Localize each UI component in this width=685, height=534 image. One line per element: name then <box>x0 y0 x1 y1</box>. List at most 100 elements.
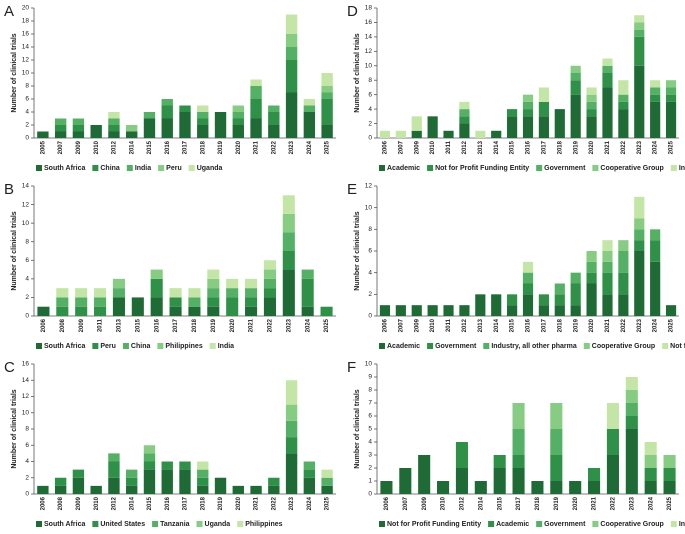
bar-segment <box>650 101 661 138</box>
panel: B Number of clinical trials 0 2 4 6 8 10 12 14 200… <box>4 181 336 350</box>
y-tick-label: 16 <box>22 31 30 38</box>
bar-segment <box>268 112 280 125</box>
bar-segment <box>75 306 88 316</box>
x-tick-label: 2019 <box>218 140 224 154</box>
bar-segment <box>522 294 534 316</box>
x-tick-label: 2018 <box>200 140 206 154</box>
bar-segment <box>531 481 544 494</box>
bar-segment <box>650 240 661 262</box>
x-tick-label: 2020 <box>236 496 242 510</box>
y-tick-label: 6 <box>25 442 29 449</box>
bar-segment <box>379 130 391 138</box>
bar-segment <box>602 251 613 262</box>
bar-segment <box>320 306 333 316</box>
bar-segment <box>570 65 581 73</box>
x-tick-label: 2006 <box>383 318 389 332</box>
y-axis-label: Number of clinical trials <box>354 33 361 112</box>
x-tick-label: 2019 <box>573 318 579 332</box>
x-tick-label: 2022 <box>271 140 277 154</box>
bar-segment <box>459 116 470 124</box>
bar-segment <box>37 306 50 316</box>
y-tick-label: 0 <box>368 313 372 320</box>
legend-swatch <box>427 343 434 349</box>
bar-segment <box>663 468 676 481</box>
x-tick-label: 2017 <box>516 496 522 510</box>
x-tick-label: 2006 <box>40 496 46 510</box>
bar-segment <box>90 485 102 494</box>
bar-segment <box>427 305 438 316</box>
bar-segment <box>321 485 333 494</box>
y-tick-label: 4 <box>25 458 29 465</box>
x-tick-label: 2009 <box>422 496 428 510</box>
legend-swatch <box>92 165 99 171</box>
bar-segment <box>625 403 638 416</box>
legend-swatch <box>188 165 195 171</box>
x-tick-label: 2025 <box>667 496 673 510</box>
bar-segment <box>474 481 487 494</box>
bar-segment <box>650 94 661 102</box>
bar-segment <box>108 118 120 125</box>
bar-segment <box>108 125 120 132</box>
x-tick-label: 2017 <box>183 140 189 154</box>
bar-segment <box>263 269 276 279</box>
x-tick-label: 2009 <box>414 140 420 154</box>
bar-segment <box>550 429 563 455</box>
bar-segment <box>226 278 239 289</box>
x-tick-label: 2020 <box>589 140 595 154</box>
y-axis-label: Number of clinical trials <box>11 211 18 290</box>
panel-letter: A <box>4 3 14 20</box>
x-tick-label: 2025 <box>325 140 331 154</box>
bar-segment <box>56 306 69 316</box>
legend-swatch <box>592 165 599 171</box>
legend-label: Academic <box>496 521 529 528</box>
bar-segment <box>379 305 391 316</box>
y-tick-label: 7 <box>368 400 372 407</box>
x-tick-label: 2024 <box>653 318 659 332</box>
x-tick-label: 2023 <box>637 140 643 154</box>
bar-segment <box>143 112 156 119</box>
y-tick-label: 10 <box>22 409 30 416</box>
legend-swatch <box>536 165 543 171</box>
bar-segment <box>282 195 295 214</box>
bar-segment <box>232 118 244 125</box>
y-tick-label: 0 <box>25 135 29 142</box>
legend-label: Not for Profit Funding Entity <box>670 343 685 350</box>
bar-segment <box>108 131 120 138</box>
y-tick-label: 2 <box>25 294 29 301</box>
legend-label: Government <box>544 521 586 528</box>
bar-segment <box>179 461 191 470</box>
bar-segment <box>586 109 597 117</box>
x-tick-label: 2019 <box>211 318 217 332</box>
x-tick-label: 2008 <box>60 318 66 332</box>
bar-segment <box>197 469 209 478</box>
bar-segment <box>665 305 677 316</box>
bar-segment <box>112 297 125 316</box>
x-tick-label: 2015 <box>147 140 153 154</box>
bar-segment <box>126 131 138 138</box>
bar-segment <box>112 288 125 298</box>
bar-segment <box>282 213 295 233</box>
bar-segment <box>169 297 182 307</box>
bar-segment <box>179 112 191 138</box>
bar-segment <box>634 240 645 251</box>
bar-segment <box>72 118 85 125</box>
bar-segment <box>282 251 295 270</box>
bar-segment <box>72 131 85 138</box>
bar-segment <box>634 218 645 230</box>
bar-segment <box>108 477 120 494</box>
bar-segment <box>72 469 85 478</box>
x-tick-label: 2021 <box>605 140 611 154</box>
legend-swatch <box>662 343 669 349</box>
bar-segment <box>131 297 144 316</box>
bar-segment <box>634 22 645 30</box>
x-tick-label: 2017 <box>541 318 547 332</box>
legend-label: South Africa <box>44 165 85 172</box>
bar-segment <box>321 92 333 99</box>
legend-swatch <box>92 343 99 349</box>
bar-segment <box>491 294 502 316</box>
x-tick-label: 2010 <box>430 318 436 332</box>
bar-segment <box>512 468 525 494</box>
bar-segment <box>512 429 525 455</box>
bar-segment <box>554 294 565 306</box>
